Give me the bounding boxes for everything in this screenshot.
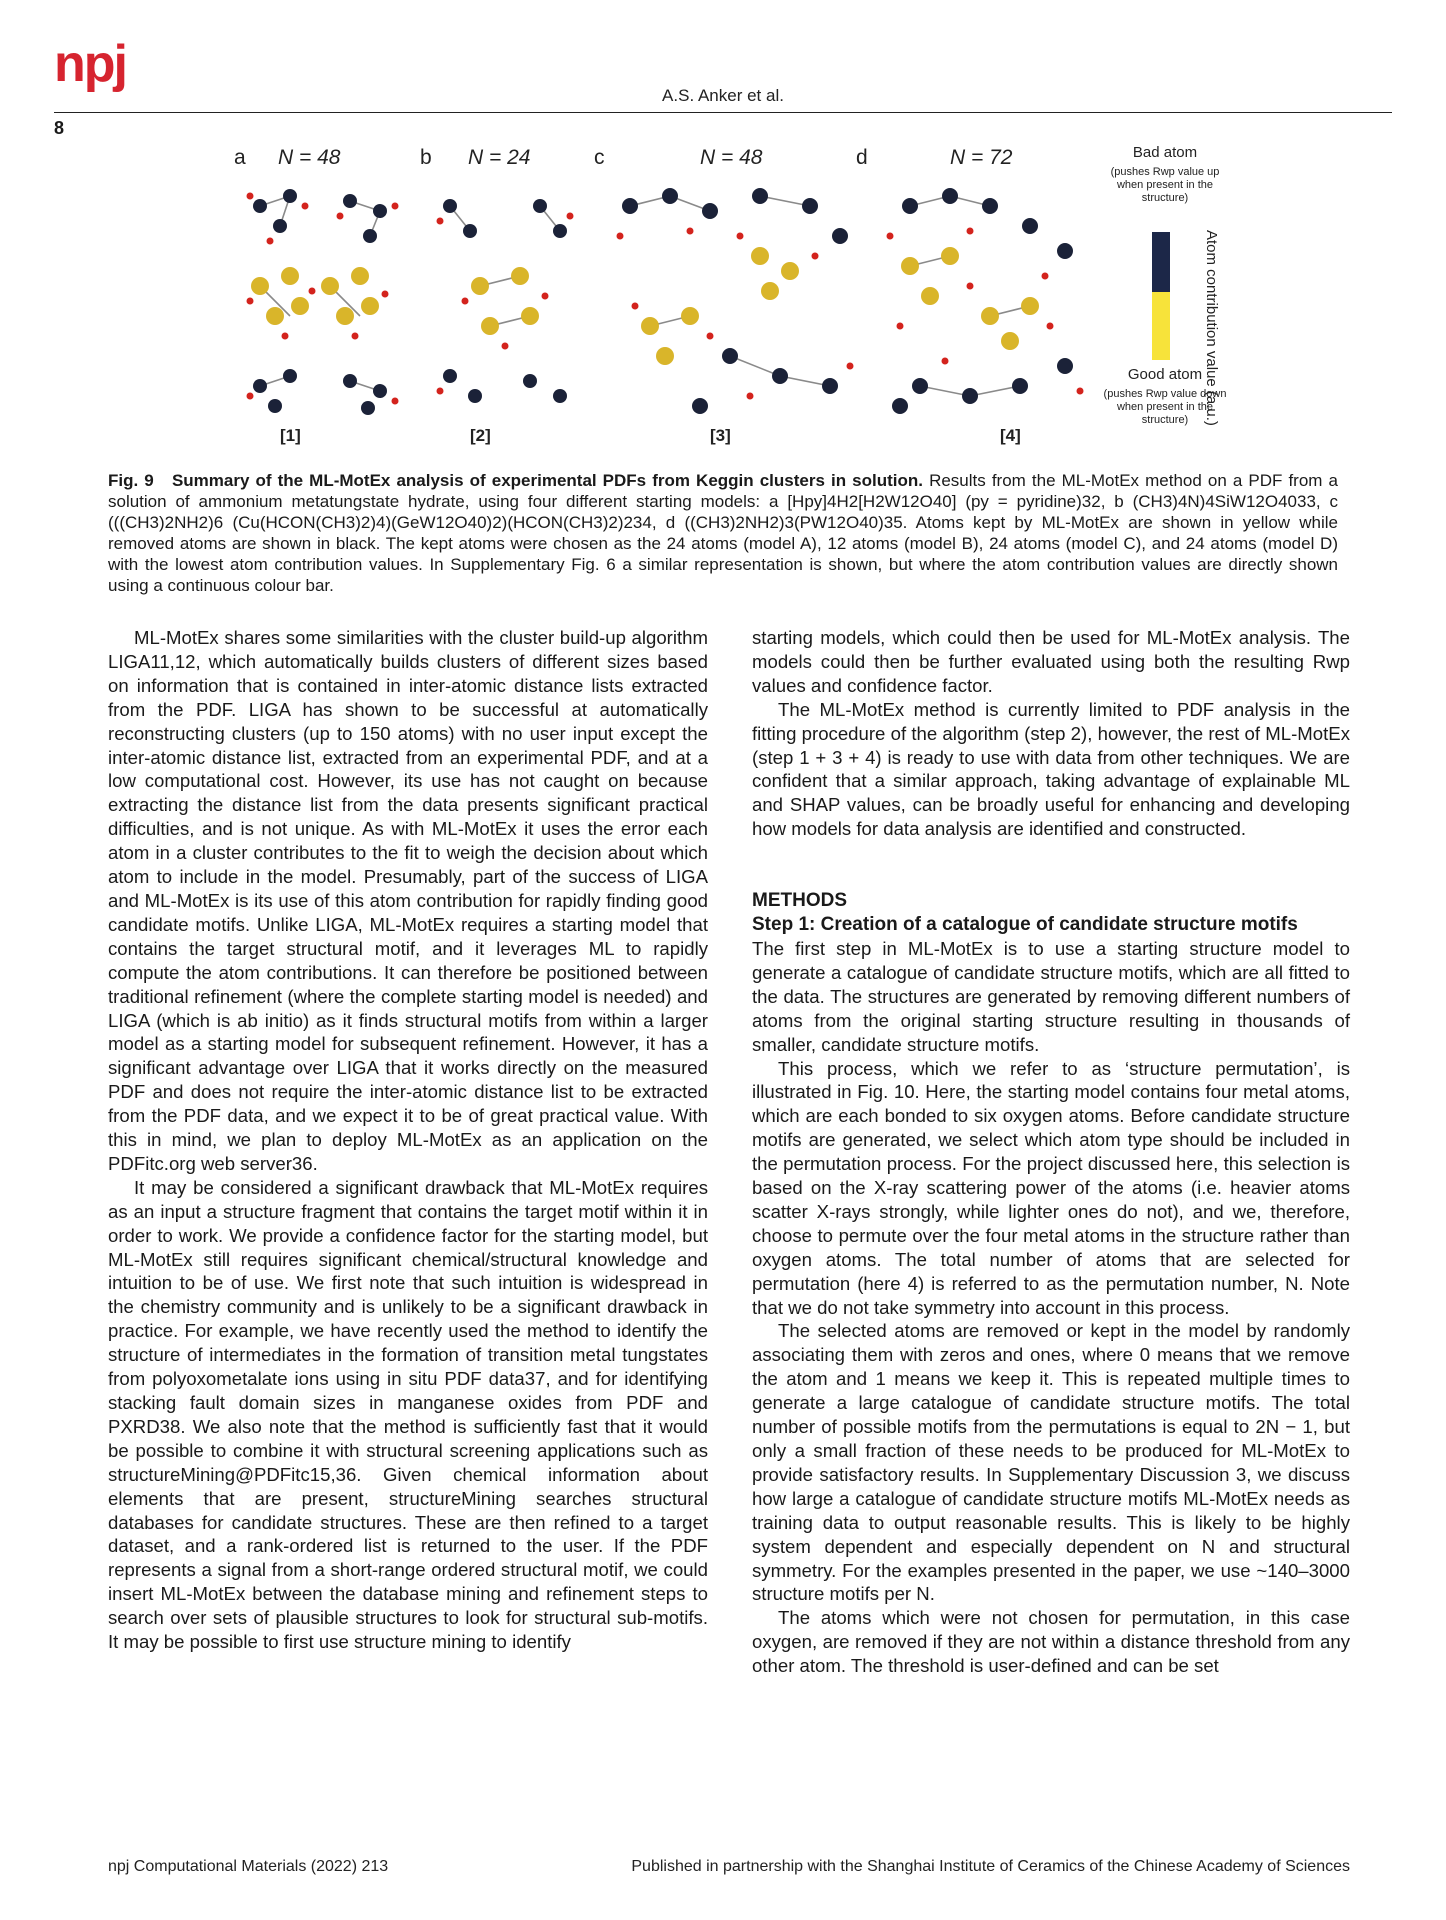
body-paragraph: This process, which we refer to as ‘stru… (752, 1057, 1350, 1318)
panel-a-n-label: N = 48 (278, 146, 341, 169)
molecule-model-2 (436, 199, 574, 403)
page-number: 8 (54, 118, 65, 138)
legend-bar-good (1152, 292, 1170, 360)
panel-b-n-label: N = 24 (468, 146, 531, 169)
body-paragraph: The ML-MotEx method is currently limited… (752, 698, 1350, 840)
section-heading-methods: METHODS (752, 890, 847, 912)
model-tag-2: [2] (470, 426, 491, 445)
caption-label: Fig. 9 (108, 471, 154, 490)
molecule-model-1 (246, 189, 399, 415)
journal-logo: npj (54, 35, 128, 93)
subsection-heading-step1: Step 1: Creation of a catalogue of candi… (752, 914, 1298, 936)
footer-publisher: Published in partnership with the Shangh… (631, 1858, 1350, 1875)
footer-journal: npj Computational Materials (2022) 213 (108, 1858, 389, 1875)
body-paragraph: ML-MotEx shares some similarities with t… (108, 627, 708, 1174)
molecule-model-4 (886, 188, 1084, 414)
panel-b-letter: b (420, 146, 432, 169)
legend-bad-title: Bad atom (1132, 144, 1198, 161)
body-paragraph: It may be considered a significant drawb… (108, 1176, 708, 1653)
legend-bad-note: (pushes Rwp value up when present in the… (1110, 166, 1220, 204)
model-tag-4: [4] (1000, 426, 1021, 445)
panel-d-n-label: N = 72 (950, 146, 1013, 169)
molecule-model-3 (616, 188, 854, 414)
body-paragraph-continued: starting models, which could then be use… (752, 627, 1350, 696)
panel-a-letter: a (234, 146, 246, 169)
model-tag-1: [1] (280, 426, 301, 445)
figure-caption: Fig. 9 Summary of the ML-MotEx analysis … (108, 470, 1338, 596)
legend-axis-label: Atom contribution value (a.u.) (1203, 230, 1220, 426)
body-paragraph: The selected atoms are removed or kept i… (752, 1320, 1350, 1605)
caption-text: Results from the ML-MotEx method on a PD… (108, 471, 1338, 595)
legend-good-note: (pushes Rwp value down when present in t… (1103, 388, 1227, 426)
caption-title: Summary of the ML-MotEx analysis of expe… (171, 471, 923, 490)
panel-c-letter: c (594, 146, 605, 169)
body-paragraph: The atoms which were not chosen for perm… (752, 1607, 1350, 1677)
model-tag-3: [3] (710, 426, 731, 445)
legend-bar-bad (1152, 232, 1170, 292)
body-column-left: ML-MotEx shares some similarities with t… (108, 626, 708, 1654)
header-rule (54, 112, 1392, 113)
running-header-author: A.S. Anker et al. (662, 86, 784, 105)
body-paragraph: The first step in ML-MotEx is to use a s… (752, 937, 1350, 1055)
panel-d-letter: d (856, 146, 868, 169)
body-column-right: starting models, which could then be use… (752, 626, 1350, 1678)
figure-9: a N = 48 b N = 24 c N = 48 d N = 72 (220, 136, 1240, 456)
panel-c-n-label: N = 48 (700, 146, 763, 169)
legend-good-title: Good atom (1127, 366, 1203, 383)
